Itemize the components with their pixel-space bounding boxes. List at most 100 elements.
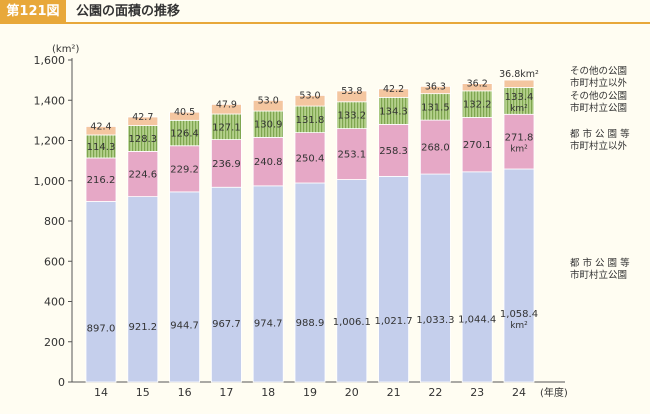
x-tick-label: 24: [512, 386, 526, 399]
bar-value-label: 133.2: [337, 111, 366, 122]
bar-value-label: 47.9: [216, 99, 237, 110]
bar-segment-other_park_municipal: [336, 101, 368, 129]
header-rule: [66, 22, 650, 24]
bar-value-label: 131.5: [421, 102, 450, 113]
x-tick-label: 14: [94, 386, 108, 399]
bar-segment-city_park_non_municipal: [294, 132, 326, 184]
bar-value-label: 258.3: [379, 146, 408, 157]
y-tick-label: 0: [58, 376, 65, 389]
bar-value-label: 36.8km²: [499, 69, 539, 80]
bar-segment-city_park_non_municipal: [210, 139, 242, 188]
bar-segment-city_park_non_municipal: [503, 113, 535, 170]
bar-segment-city_park_non_municipal: [336, 128, 368, 180]
bar-value-label: 240.8: [254, 157, 283, 168]
bar-segment-other_park_non_municipal: [127, 116, 159, 126]
y-tick-label: 1,400: [34, 94, 66, 107]
bar-unit-label: km²: [510, 104, 528, 114]
bar-value-label: 921.2: [128, 322, 157, 333]
y-tick-label: 400: [44, 296, 65, 309]
bar-segment-city_park_municipal: [419, 173, 451, 383]
legend-line2: 市町村立公園: [570, 269, 627, 281]
bar-segment-other_park_non_municipal: [85, 126, 117, 136]
x-tick-label: 15: [136, 386, 150, 399]
bar-value-label: 134.3: [379, 106, 408, 117]
x-tick-label: 19: [303, 386, 317, 399]
figure-title: 公園の面積の推移: [76, 4, 181, 19]
bar-segment-other_park_non_municipal: [503, 79, 535, 88]
y-tick-label: 600: [44, 255, 65, 268]
bar-value-label: 216.2: [87, 175, 116, 186]
bar-value-label: 126.4: [170, 129, 199, 140]
bar-value-label: 133.4: [505, 92, 534, 103]
legend-line2: 市町村立以外: [570, 140, 628, 152]
bar-value-label: 1,044.4: [458, 314, 496, 325]
bar-value-label: 131.8: [296, 115, 325, 126]
bar-value-label: 967.7: [212, 319, 241, 330]
bar-value-label: 988.9: [296, 318, 325, 329]
y-tick-label: 1,600: [34, 54, 66, 67]
x-axis-unit: (年度): [540, 386, 568, 399]
legend-line2: 市町村立公園: [570, 102, 627, 114]
bar-segment-city_park_municipal: [169, 191, 201, 383]
legend-line1: その他の公園: [570, 65, 627, 77]
bar-segment-other_park_municipal: [210, 113, 242, 140]
bar-value-label: 270.1: [463, 140, 492, 151]
bar-segment-other_park_non_municipal: [169, 111, 201, 121]
figure-number-badge: 第121図: [0, 0, 66, 24]
bar-value-label: 250.4: [296, 153, 325, 164]
legend-line1: 都 市 公 園 等: [570, 257, 630, 269]
bar-segment-city_park_non_municipal: [169, 145, 201, 193]
bar-value-label: 974.7: [254, 319, 283, 330]
bar-segment-other_park_non_municipal: [252, 99, 284, 112]
bar-value-label: 1,006.1: [333, 317, 371, 328]
legend-line1: 都 市 公 園 等: [570, 128, 630, 140]
x-tick-label: 21: [387, 386, 401, 399]
bar-value-label: 53.0: [299, 90, 320, 101]
bar-value-label: 130.9: [254, 120, 283, 131]
y-tick-label: 1,000: [34, 175, 66, 188]
bar-segment-city_park_municipal: [378, 175, 410, 383]
bar-value-label: 1,033.3: [416, 315, 454, 326]
bar-segment-other_park_municipal: [169, 119, 201, 147]
bar-segment-other_park_non_municipal: [419, 85, 451, 95]
bar-segment-city_park_municipal: [461, 171, 493, 383]
bar-segment-other_park_municipal: [503, 87, 535, 115]
bar-value-label: 236.9: [212, 159, 241, 170]
bar-value-label: 36.3: [425, 81, 446, 92]
bar-segment-city_park_municipal: [294, 182, 326, 383]
bar-segment-city_park_municipal: [210, 186, 242, 383]
bar-segment-city_park_non_municipal: [252, 136, 284, 187]
bar-value-label: 40.5: [174, 107, 195, 118]
bar-segment-other_park_municipal: [294, 105, 326, 133]
bar-segment-city_park_municipal: [336, 179, 368, 383]
legend-line1: その他の公園: [570, 90, 627, 102]
y-tick-label: 800: [44, 215, 65, 228]
x-tick-label: 18: [261, 386, 275, 399]
bar-value-label: 36.2: [467, 79, 488, 90]
bar-segment-other_park_non_municipal: [461, 83, 493, 92]
bar-value-label: 271.8: [505, 133, 534, 144]
bar-segment-city_park_municipal: [252, 185, 284, 383]
bar-value-label: 132.2: [463, 100, 492, 111]
x-tick-label: 17: [219, 386, 233, 399]
bar-segment-other_park_municipal: [252, 110, 284, 138]
bar-value-label: 127.1: [212, 122, 241, 133]
x-tick-label: 16: [178, 386, 192, 399]
x-tick-label: 22: [428, 386, 442, 399]
bar-segment-city_park_municipal: [127, 196, 159, 383]
bar-segment-other_park_municipal: [378, 96, 410, 125]
bar-value-label: 253.1: [337, 150, 366, 161]
bar-value-label: 42.7: [132, 112, 153, 123]
bar-segment-other_park_municipal: [419, 93, 451, 121]
y-tick-label: 1,200: [34, 135, 66, 148]
bar-value-label: 268.0: [421, 143, 450, 154]
bar-value-label: 128.3: [128, 134, 157, 145]
bar-value-label: 1,058.4: [500, 309, 538, 320]
bar-segment-other_park_municipal: [461, 90, 493, 118]
bar-value-label: 53.0: [258, 95, 279, 106]
bar-value-label: 944.7: [170, 320, 199, 331]
bar-segment-city_park_non_municipal: [378, 124, 410, 177]
x-tick-label: 20: [345, 386, 359, 399]
y-tick-label: 200: [44, 336, 65, 349]
